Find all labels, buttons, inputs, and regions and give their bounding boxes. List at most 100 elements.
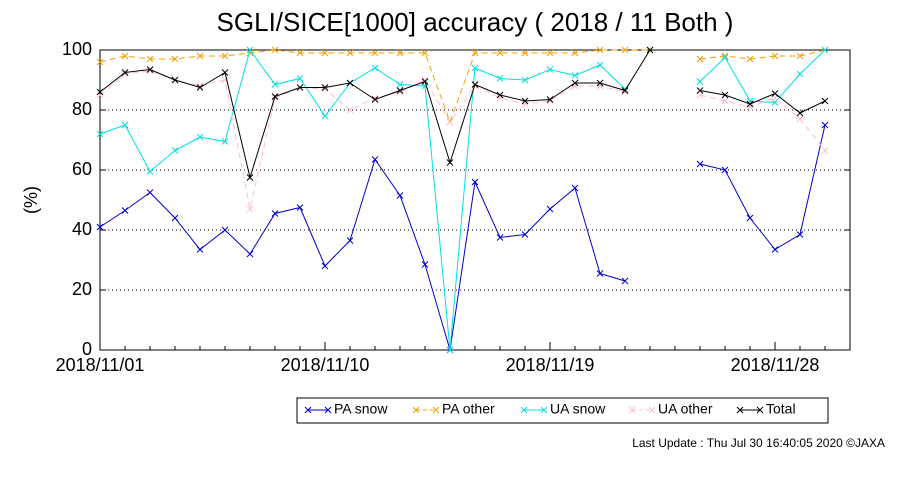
point [496,75,504,82]
point [121,69,129,76]
point [96,88,104,96]
point [821,97,829,105]
legend-label: UA other [658,401,713,417]
point [396,81,404,88]
point [721,97,729,105]
point [596,79,604,87]
legend-label: PA other [442,401,495,417]
point [296,204,304,211]
point [721,52,729,60]
point [146,66,154,73]
point [146,189,154,196]
point [521,49,529,57]
point [171,55,179,63]
footer: Last Update : Thu Jul 30 16:40:05 2020 ©… [632,436,885,450]
point [721,54,729,61]
point [596,270,604,277]
point [421,78,429,85]
point [446,159,454,166]
point [246,205,254,213]
point [696,87,704,94]
point [521,97,529,105]
series-line [99,124,826,351]
point [324,406,332,414]
point [171,214,179,222]
point [121,207,129,214]
point [471,64,479,72]
point [571,79,579,87]
point [346,237,354,244]
point [540,406,548,414]
point [796,70,804,78]
point [96,58,104,66]
series-line [99,70,826,210]
point [621,87,629,94]
point [196,133,204,141]
point [246,49,254,57]
point [721,166,729,174]
point [521,76,529,84]
point [546,97,554,105]
point [371,96,379,103]
point [196,52,204,60]
point [196,82,204,90]
point [746,100,754,108]
point [746,103,754,111]
point [471,81,479,88]
point [571,72,579,79]
point [821,46,829,54]
point [471,49,479,57]
point [796,109,804,117]
point [221,138,229,145]
point [371,156,379,163]
point [304,406,312,414]
point [146,168,154,175]
point [346,49,354,57]
point [271,81,279,88]
point [496,49,504,57]
series-line [99,49,826,124]
point [571,49,579,57]
point [496,91,504,99]
point [756,406,764,414]
point [696,160,704,168]
chart-title: SGLI/SICE[1000] accuracy ( 2018 / 11 Bot… [217,7,734,37]
point [296,75,304,82]
point [628,406,636,414]
point [471,178,479,186]
point [371,94,379,102]
point [346,79,354,87]
point [221,52,229,60]
point [121,52,129,60]
legend-label: Total [766,401,796,417]
y-tick-label: 100 [62,39,92,59]
point [546,49,554,57]
point [771,246,779,253]
x-tick-label: 2018/11/01 [56,355,145,375]
plot-frame [99,49,851,351]
point [520,406,528,414]
point [246,174,254,181]
point [446,346,454,354]
point [371,49,379,57]
point [221,226,229,234]
point [571,184,579,192]
legend-box [296,397,829,424]
point [321,84,329,91]
point [546,205,554,213]
point [271,46,279,54]
point [546,66,554,73]
point [546,96,554,103]
point [146,67,154,75]
point [746,214,754,222]
point [321,262,329,270]
point [496,234,504,241]
point [648,406,656,414]
y-axis-label: (%) [21,186,41,214]
point [396,192,404,199]
series-line [99,48,826,351]
point [596,46,604,54]
point [696,78,704,85]
point [171,147,179,154]
point [721,91,729,99]
